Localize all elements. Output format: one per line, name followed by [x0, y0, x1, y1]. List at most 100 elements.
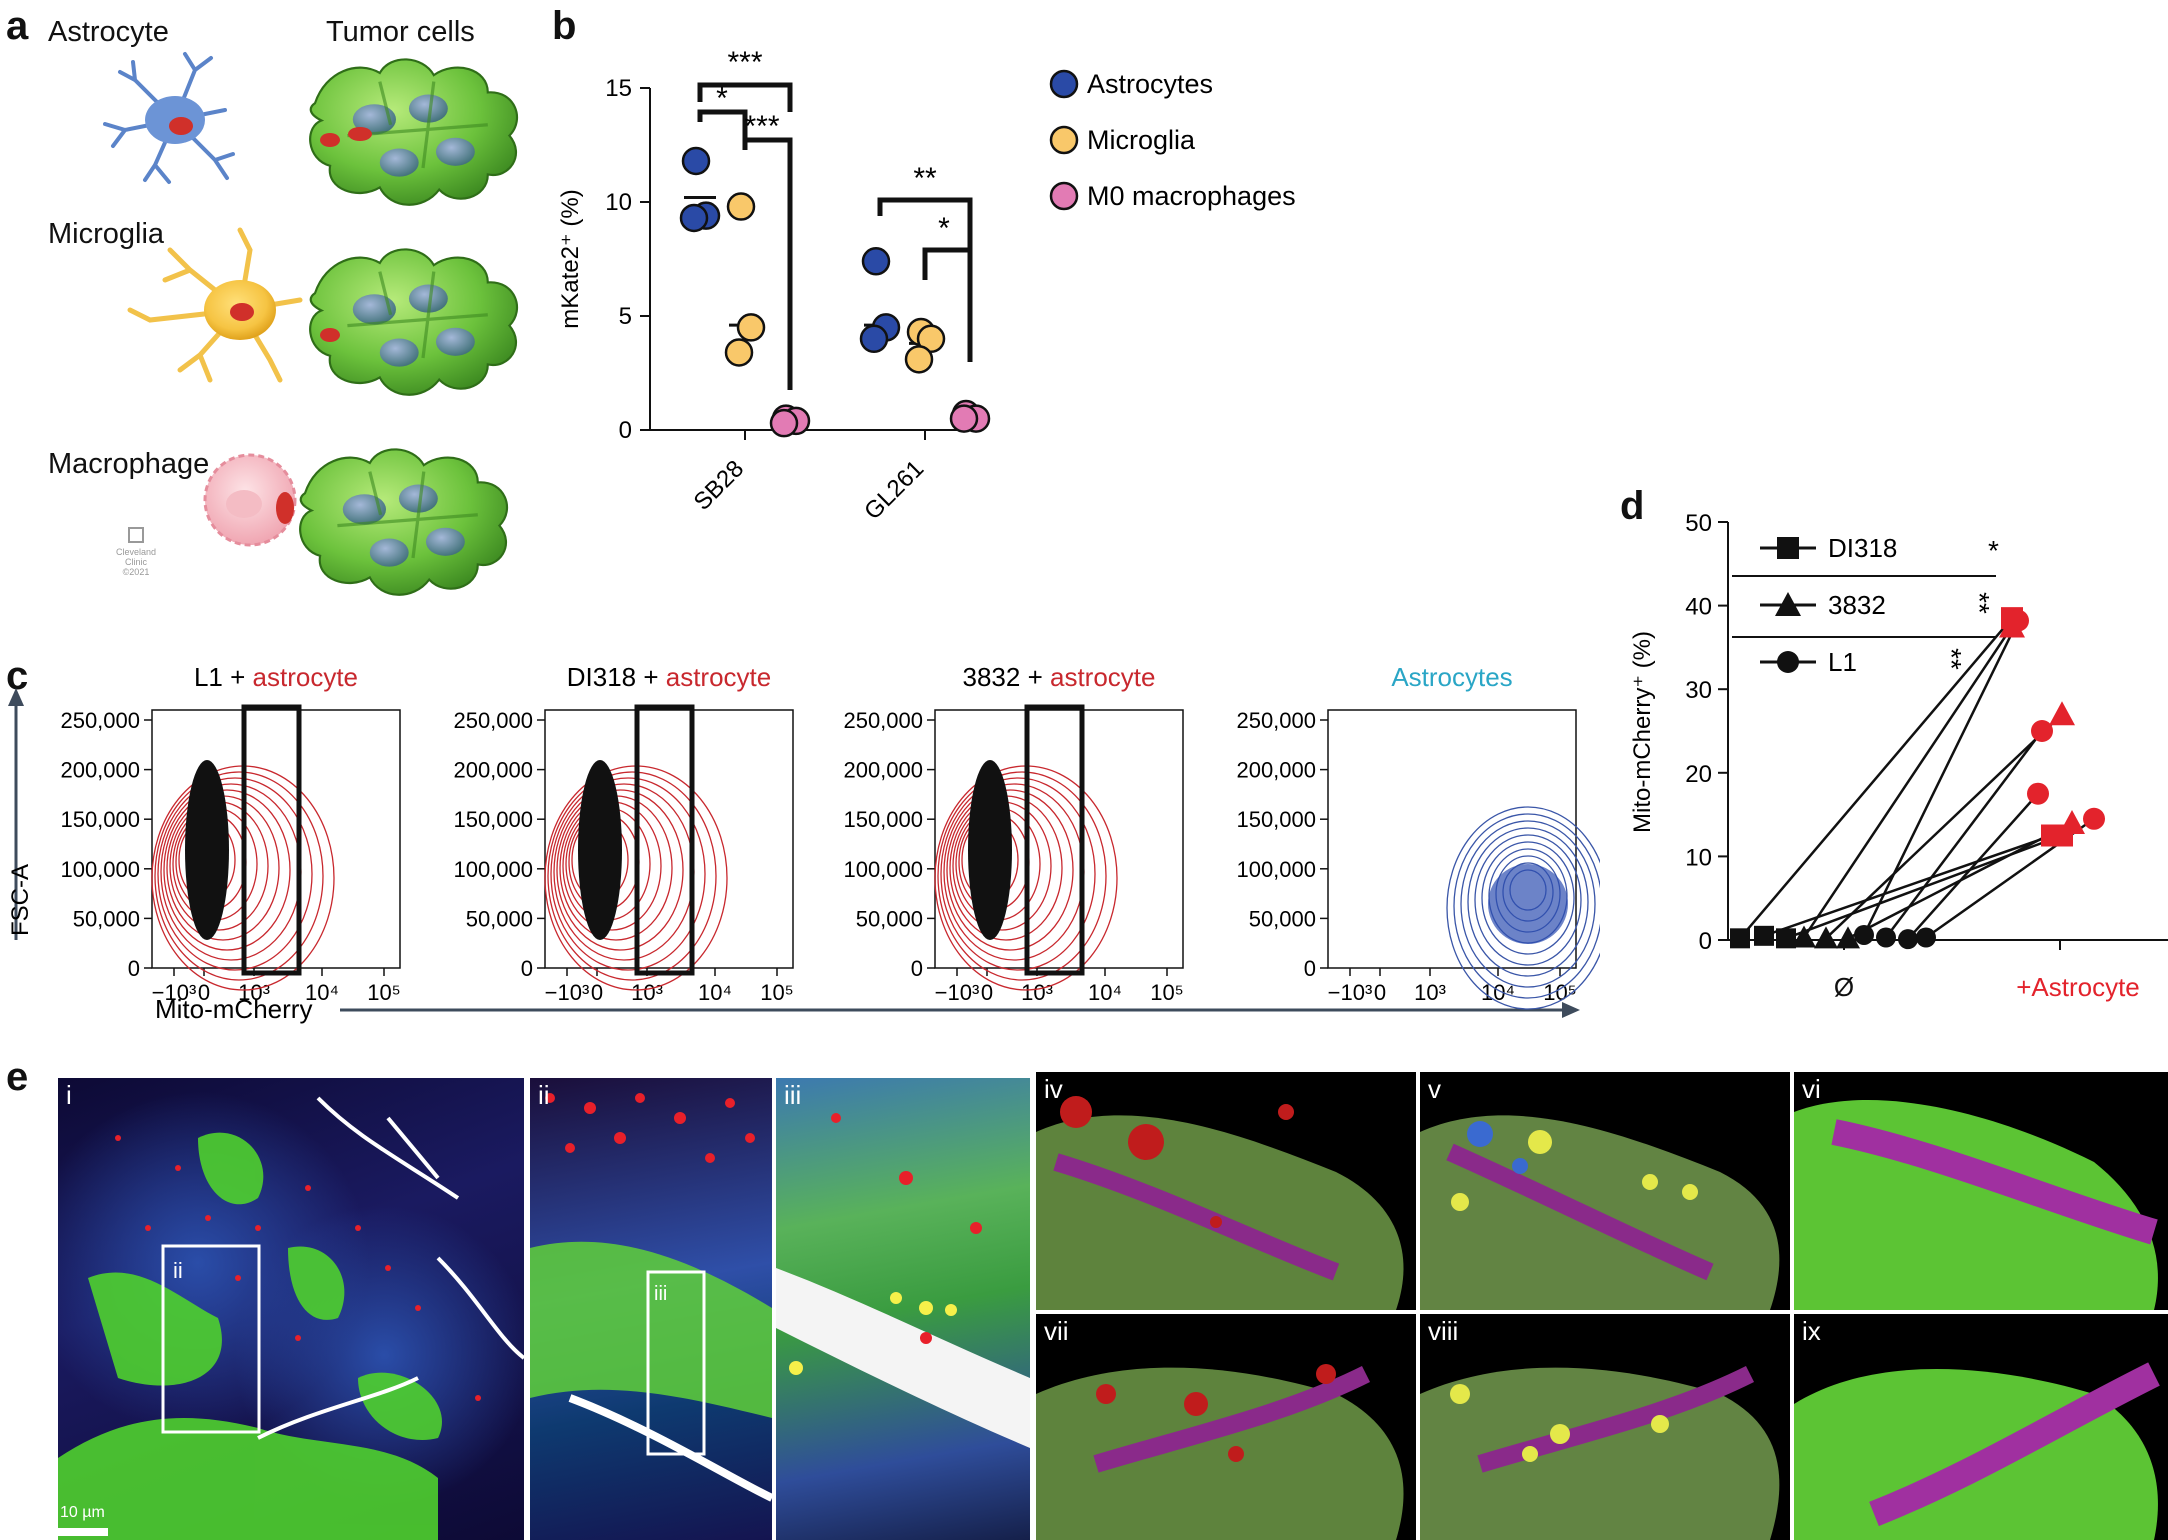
gate	[241, 704, 302, 976]
y-tick-label: 50,000	[73, 906, 140, 931]
y-tick-label: 200,000	[843, 758, 923, 783]
significance-bracket	[922, 247, 970, 280]
significance-bracket	[877, 197, 973, 362]
marker	[1916, 927, 1936, 948]
render-label: viii	[1428, 1316, 1459, 1346]
y-tick-label: 150,000	[1236, 807, 1316, 832]
contour	[1460, 820, 1596, 988]
render-label: ix	[1802, 1316, 1821, 1346]
x-tick-label: 10⁵	[1150, 980, 1184, 1005]
x-tick-label: +Astrocyte	[2016, 972, 2140, 1002]
gate	[1024, 704, 1085, 976]
x-axis-label: Mito-mCherry	[155, 994, 312, 1024]
plot-title: 3832 + astrocyte	[963, 662, 1156, 692]
marker	[2007, 609, 2029, 632]
x-tick-label: 0	[1374, 980, 1386, 1005]
y-tick-label: 150,000	[60, 807, 140, 832]
y-tick-label: 10	[1685, 844, 1712, 871]
title-part: DI318 +	[567, 662, 666, 692]
marker	[2049, 701, 2075, 726]
dense-core	[968, 760, 1012, 940]
significance-bracket	[742, 137, 793, 390]
panel-label-a: a	[6, 4, 29, 48]
panel-label-d: d	[1620, 484, 1645, 528]
x-tick-label: −10³	[935, 980, 980, 1005]
dense-core	[185, 760, 229, 940]
micrograph-label: iii	[784, 1080, 802, 1110]
pair-line	[1739, 617, 2013, 940]
marker	[1730, 928, 1750, 949]
title-colored: astrocyte	[253, 662, 359, 692]
data-point	[726, 192, 756, 221]
x-tick-label: −10³	[1328, 980, 1373, 1005]
y-tick-label: 250,000	[60, 708, 140, 733]
y-tick-label: 50,000	[466, 906, 533, 931]
render-label: vi	[1802, 1074, 1821, 1104]
panel-label-b: b	[552, 4, 577, 48]
marker	[2031, 720, 2053, 742]
pair-line	[1802, 625, 2014, 939]
marker	[2059, 809, 2085, 834]
micrograph-iii: iii	[776, 1078, 1030, 1540]
y-tick-label: 0	[619, 417, 632, 444]
plot-title: L1 + astrocyte	[194, 662, 358, 692]
contour	[946, 789, 1074, 951]
y-tick-label: 10	[605, 189, 632, 216]
contour	[160, 783, 302, 961]
y-tick-label: 0	[521, 956, 533, 981]
y-tick-label: 0	[128, 956, 140, 981]
svg-text:iii: iii	[654, 1283, 667, 1305]
render-label: v	[1428, 1074, 1441, 1104]
marker	[1775, 592, 1801, 616]
plot-frame	[1327, 709, 1577, 969]
panel-d-chart: 0 10 20 30 40 50 Mito-mCherry⁺ (%) Ø +Astrocyte D…	[1629, 510, 2168, 1002]
data-point	[859, 324, 889, 354]
x-tick-label: 0	[591, 980, 603, 1005]
svg-text:Cleveland: Cleveland	[116, 547, 156, 557]
dense-core	[578, 760, 622, 940]
svg-text:Clinic: Clinic	[125, 557, 148, 567]
marker	[1776, 928, 1796, 949]
marker	[1777, 537, 1799, 559]
y-tick-label: 0	[1699, 928, 1712, 955]
y-tick-label: 100,000	[1236, 857, 1316, 882]
y-axis-label: Mito-mCherry⁺ (%)	[1629, 631, 1656, 833]
plot-frame	[544, 709, 794, 969]
x-tick-label: 10³	[631, 980, 663, 1005]
marker	[1777, 651, 1799, 673]
legend-marker	[1049, 125, 1079, 155]
x-tick-label: GL261	[859, 455, 929, 525]
significance-bracket	[697, 82, 793, 112]
contour	[157, 777, 313, 971]
gate	[634, 704, 695, 976]
y-tick-label: 50,000	[1249, 906, 1316, 931]
significance-label: **	[1936, 648, 1967, 670]
contour	[154, 771, 324, 981]
micrograph-label: i	[66, 1080, 72, 1110]
title-part: L1 +	[194, 662, 253, 692]
legend-marker	[1049, 69, 1079, 99]
marker	[1898, 929, 1918, 950]
contour	[937, 771, 1107, 981]
y-tick-label: 200,000	[453, 758, 533, 783]
y-tick-label: 250,000	[453, 708, 533, 733]
title-part: 3832 +	[963, 662, 1050, 692]
legend-label: DI318	[1828, 533, 1897, 563]
contour	[1446, 806, 1600, 1010]
marker	[2083, 807, 2105, 830]
micrograph-i: ii i 10 µm	[58, 1078, 524, 1540]
legend-label: M0 macrophages	[1087, 181, 1296, 211]
x-tick-label: 10³	[1021, 980, 1053, 1005]
label-astrocyte: Astrocyte	[48, 16, 169, 48]
y-tick-label: 100,000	[843, 857, 923, 882]
contour	[1453, 813, 1600, 999]
data-point	[681, 146, 711, 176]
y-tick-label: 30	[1685, 677, 1712, 704]
y-tick-label: 150,000	[453, 807, 533, 832]
x-tick-label: −10³	[545, 980, 590, 1005]
data-point	[736, 313, 766, 342]
title-colored: astrocyte	[666, 662, 772, 692]
significance-label: *	[1988, 535, 1999, 566]
title-colored: astrocyte	[1050, 662, 1156, 692]
